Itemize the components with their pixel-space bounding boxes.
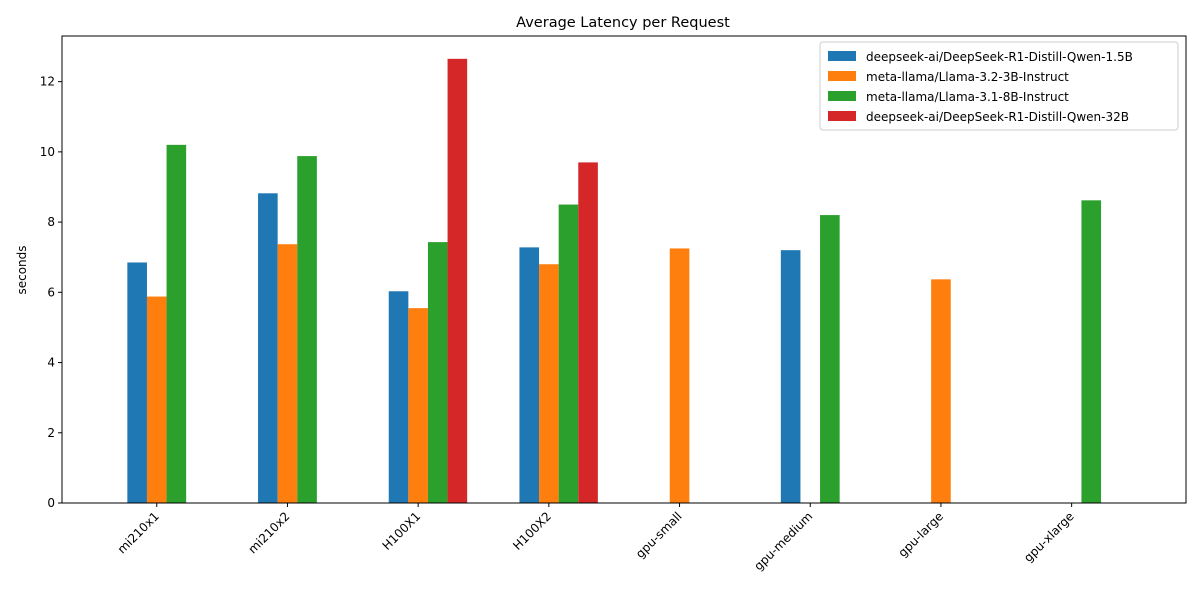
bar-gpu-medium-series-2	[820, 215, 840, 503]
y-tick-label: 10	[40, 145, 55, 159]
bar-mi210x2-series-2	[297, 156, 317, 504]
legend-label-0: deepseek-ai/DeepSeek-R1-Distill-Qwen-1.5…	[866, 50, 1133, 64]
bars-group	[127, 58, 1102, 504]
legend-label-2: meta-llama/Llama-3.1-8B-Instruct	[866, 90, 1069, 104]
bar-mi210x1-series-1	[146, 296, 167, 503]
bar-mi210x1-series-0	[127, 262, 147, 503]
y-tick-label: 0	[47, 496, 55, 510]
bar-H100X1-series-0	[388, 291, 409, 503]
bar-H100X2-series-2	[558, 204, 579, 503]
y-tick-label: 6	[47, 285, 55, 299]
y-tick-label: 12	[40, 75, 55, 89]
legend-swatch-0	[828, 51, 856, 61]
bar-gpu-large-series-1	[931, 279, 951, 503]
bar-gpu-small-series-1	[669, 248, 690, 503]
bar-H100X1-series-3	[447, 58, 468, 504]
legend-label-3: deepseek-ai/DeepSeek-R1-Distill-Qwen-32B	[866, 110, 1129, 124]
bar-gpu-medium-series-0	[780, 250, 801, 503]
bar-mi210x2-series-1	[277, 244, 298, 503]
legend: deepseek-ai/DeepSeek-R1-Distill-Qwen-1.5…	[819, 41, 1179, 131]
y-axis-label: seconds	[15, 245, 29, 294]
legend-swatch-3	[828, 111, 856, 121]
y-tick-label: 2	[47, 426, 55, 440]
y-tick-label: 8	[47, 215, 55, 229]
y-tick-label: 4	[47, 356, 55, 370]
y-axis: 0 2 4 6 8 10 12	[40, 75, 62, 510]
chart-title: Average Latency per Request	[516, 15, 730, 31]
bar-H100X1-series-2	[427, 242, 448, 503]
bar-mi210x1-series-2	[166, 144, 187, 504]
legend-label-1: meta-llama/Llama-3.2-3B-Instruct	[866, 70, 1069, 84]
legend-box	[819, 41, 1179, 131]
bar-mi210x2-series-0	[258, 193, 278, 503]
bar-gpu-xlarge-series-2	[1081, 200, 1102, 503]
bar-H100X2-series-0	[519, 247, 540, 503]
legend-swatch-1	[828, 71, 856, 81]
plot-frame	[61, 35, 1187, 504]
bar-H100X2-series-1	[539, 264, 559, 503]
bar-H100X1-series-1	[408, 308, 428, 503]
bar-H100X2-series-3	[578, 162, 598, 504]
legend-swatch-2	[828, 91, 856, 101]
